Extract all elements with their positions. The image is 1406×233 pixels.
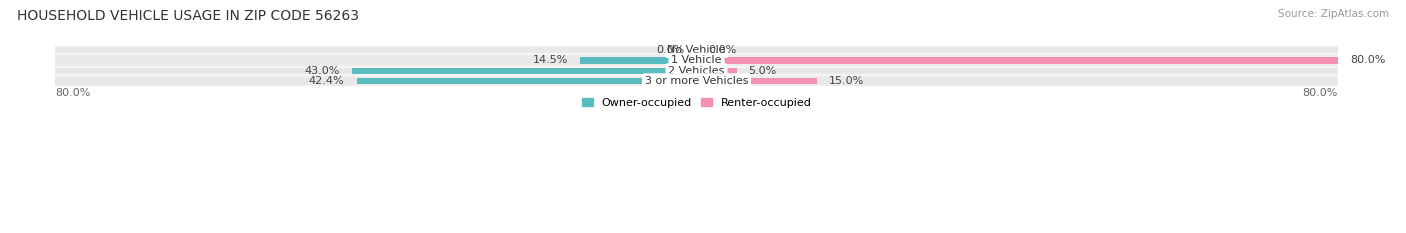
Bar — [55, 78, 696, 84]
Bar — [352, 68, 696, 74]
Bar — [696, 68, 737, 74]
Bar — [55, 66, 1339, 76]
Text: 3 or more Vehicles: 3 or more Vehicles — [645, 76, 748, 86]
Bar — [55, 57, 696, 64]
Bar — [581, 57, 696, 64]
Bar — [55, 68, 696, 74]
Text: HOUSEHOLD VEHICLE USAGE IN ZIP CODE 56263: HOUSEHOLD VEHICLE USAGE IN ZIP CODE 5626… — [17, 9, 359, 23]
Text: Source: ZipAtlas.com: Source: ZipAtlas.com — [1278, 9, 1389, 19]
Text: 5.0%: 5.0% — [748, 66, 778, 76]
Bar — [696, 78, 817, 84]
Bar — [696, 57, 1339, 64]
Text: 0.0%: 0.0% — [657, 45, 685, 55]
Bar — [55, 55, 1339, 66]
Bar — [696, 78, 1339, 84]
Bar — [55, 76, 1339, 86]
Bar — [357, 78, 696, 84]
Text: 80.0%: 80.0% — [55, 88, 90, 98]
Bar — [696, 47, 1339, 53]
Text: 43.0%: 43.0% — [304, 66, 340, 76]
Text: 2 Vehicles: 2 Vehicles — [668, 66, 724, 76]
Text: No Vehicle: No Vehicle — [668, 45, 725, 55]
Text: 1 Vehicle: 1 Vehicle — [671, 55, 721, 65]
Text: 15.0%: 15.0% — [828, 76, 865, 86]
Text: 14.5%: 14.5% — [533, 55, 568, 65]
Bar — [55, 47, 696, 53]
Text: 80.0%: 80.0% — [1302, 88, 1339, 98]
Bar — [696, 68, 1339, 74]
Text: 0.0%: 0.0% — [709, 45, 737, 55]
Legend: Owner-occupied, Renter-occupied: Owner-occupied, Renter-occupied — [576, 93, 815, 112]
Bar — [55, 45, 1339, 55]
Text: 80.0%: 80.0% — [1350, 55, 1385, 65]
Bar — [696, 57, 1339, 64]
Text: 42.4%: 42.4% — [309, 76, 344, 86]
